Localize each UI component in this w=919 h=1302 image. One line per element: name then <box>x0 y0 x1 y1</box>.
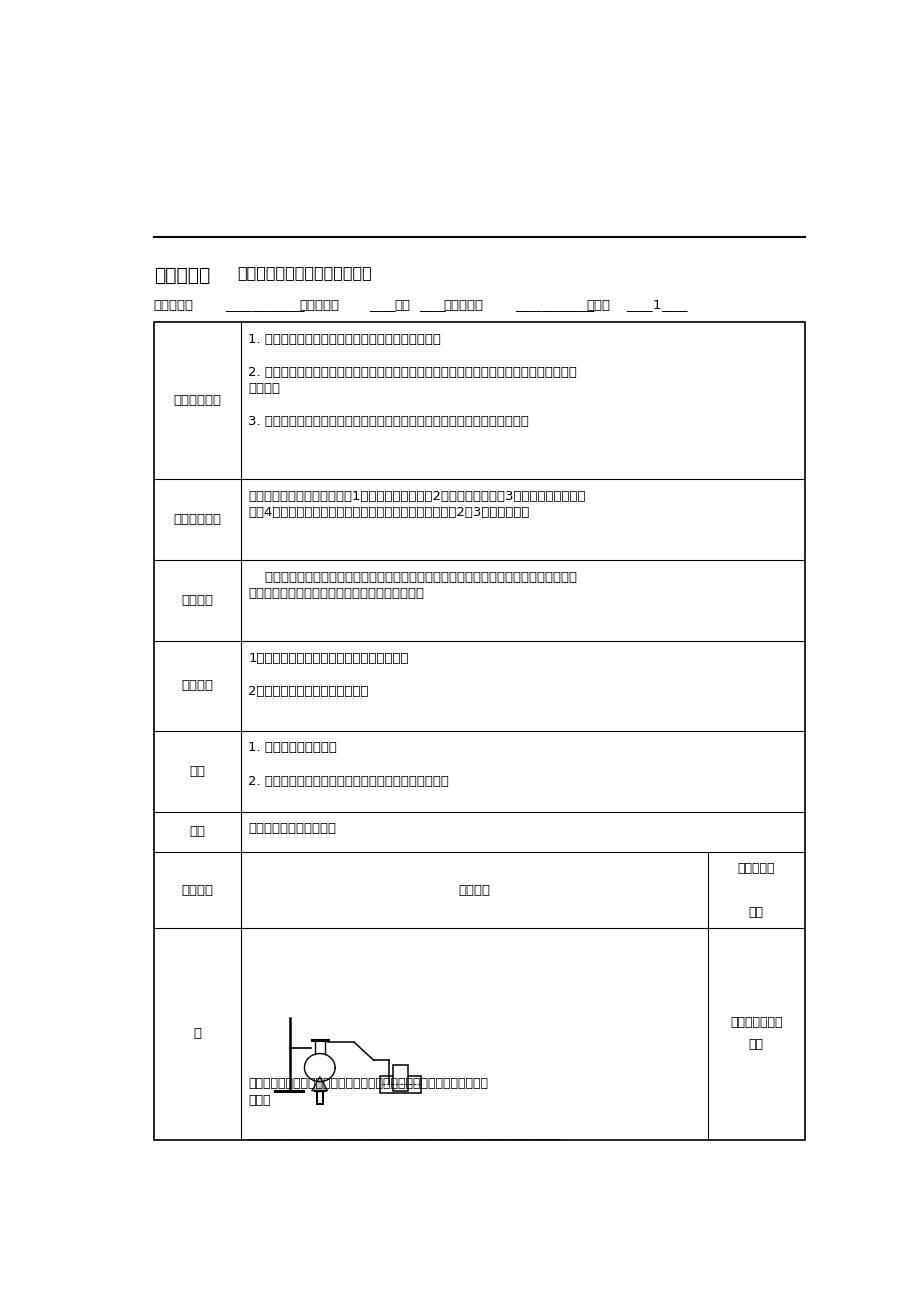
Text: __________________________________________________: ________________________________________… <box>248 1128 561 1139</box>
Text: 导: 导 <box>193 1027 201 1040</box>
Polygon shape <box>312 1077 327 1091</box>
Text: 学习目标: 学习目标 <box>181 680 213 693</box>
Text: 第一章第一节《化学实验安全》: 第一章第一节《化学实验安全》 <box>237 266 372 280</box>
Text: 效果及问题

预设: 效果及问题 预设 <box>737 862 774 919</box>
Text: 复习引入，温故
知新: 复习引入，温故 知新 <box>730 1017 782 1052</box>
Text: ____: ____ <box>418 298 445 311</box>
Text: ____: ____ <box>626 298 652 311</box>
Text: ____________: ____________ <box>515 298 594 311</box>
Text: 2、能识别一些化学品安全标识。: 2、能识别一些化学品安全标识。 <box>248 685 369 698</box>
Text: 1、树立安全意识，初步形成良好的实验习惯: 1、树立安全意识，初步形成良好的实验习惯 <box>248 651 408 664</box>
Text: 体的实验室制法，对化学实验安全有一定的了解。: 体的实验室制法，对化学实验安全有一定的了解。 <box>248 587 424 600</box>
Bar <box>153 322 804 1139</box>
Text: 学情分析: 学情分析 <box>181 594 213 607</box>
Text: 难点: 难点 <box>189 825 205 838</box>
Text: ____: ____ <box>369 298 395 311</box>
Text: 导学过程: 导学过程 <box>181 884 213 897</box>
Text: 法；4、重视并逐步熟悉污染物和废弃物的处理方法，其中2、3为重点内容。: 法；4、重视并逐步熟悉污染物和废弃物的处理方法，其中2、3为重点内容。 <box>248 506 529 519</box>
Text: 1. 了解化学实验室常用仪器的主要用途和使用方法。: 1. 了解化学实验室常用仪器的主要用途和使用方法。 <box>248 332 441 345</box>
Bar <box>380 1075 420 1092</box>
Text: 2. 实验操作时，加强「六防意识」教育，防止事故发生: 2. 实验操作时，加强「六防意识」教育，防止事故发生 <box>248 775 448 788</box>
Text: 学生年级：: 学生年级： <box>299 298 339 311</box>
Text: 3. 掌握常见气体的实验室制法（包括所用试剂、仪器，反应原理和收集方法）: 3. 掌握常见气体的实验室制法（包括所用试剂、仪器，反应原理和收集方法） <box>248 415 528 428</box>
Text: 教材内容分析: 教材内容分析 <box>173 513 221 526</box>
Text: 高一: 高一 <box>393 298 410 311</box>
Text: 教师姓名：: 教师姓名： <box>153 298 194 311</box>
Text: 理方法。: 理方法。 <box>248 383 280 396</box>
Text: 重点: 重点 <box>189 764 205 777</box>
Text: 课程标准描述: 课程标准描述 <box>173 395 221 408</box>
Text: 调吗？: 调吗？ <box>248 1094 270 1107</box>
Text: 课时：: 课时： <box>585 298 609 311</box>
Text: ____: ____ <box>661 298 687 311</box>
Text: 本课时包含四个方面的内容：1、遵守实验室规则；2、了解安全措施；3、掌握正确的操作方: 本课时包含四个方面的内容：1、遵守实验室规则；2、了解安全措施；3、掌握正确的操… <box>248 490 585 503</box>
Text: 初步形成良好的实验习惯: 初步形成良好的实验习惯 <box>248 823 336 836</box>
Text: ____________: ____________ <box>225 298 304 311</box>
Text: 授课时间：: 授课时间： <box>443 298 483 311</box>
Text: 1. 意外事故的紧急处理: 1. 意外事故的紧急处理 <box>248 741 336 754</box>
Text: 1: 1 <box>652 298 660 311</box>
Bar <box>392 1065 407 1091</box>
Text: 学生在初中学习化学实验常用仪器的主要用途和使用方法、化学实验的基本操作、常见气: 学生在初中学习化学实验常用仪器的主要用途和使用方法、化学实验的基本操作、常见气 <box>248 570 577 583</box>
Text: 学生活动: 学生活动 <box>458 884 490 897</box>
Text: 上图是实验室制备氧气的装置图，回忆制取步骤是什么？最后两步可以对: 上图是实验室制备氧气的装置图，回忆制取步骤是什么？最后两步可以对 <box>248 1077 488 1090</box>
Text: 课题名称：: 课题名称： <box>153 266 210 285</box>
Text: 2. 掌握化学实验的基本操作。能识别化学品安全使用标识，了解实验室一般事故的预防和处: 2. 掌握化学实验的基本操作。能识别化学品安全使用标识，了解实验室一般事故的预防… <box>248 366 576 379</box>
